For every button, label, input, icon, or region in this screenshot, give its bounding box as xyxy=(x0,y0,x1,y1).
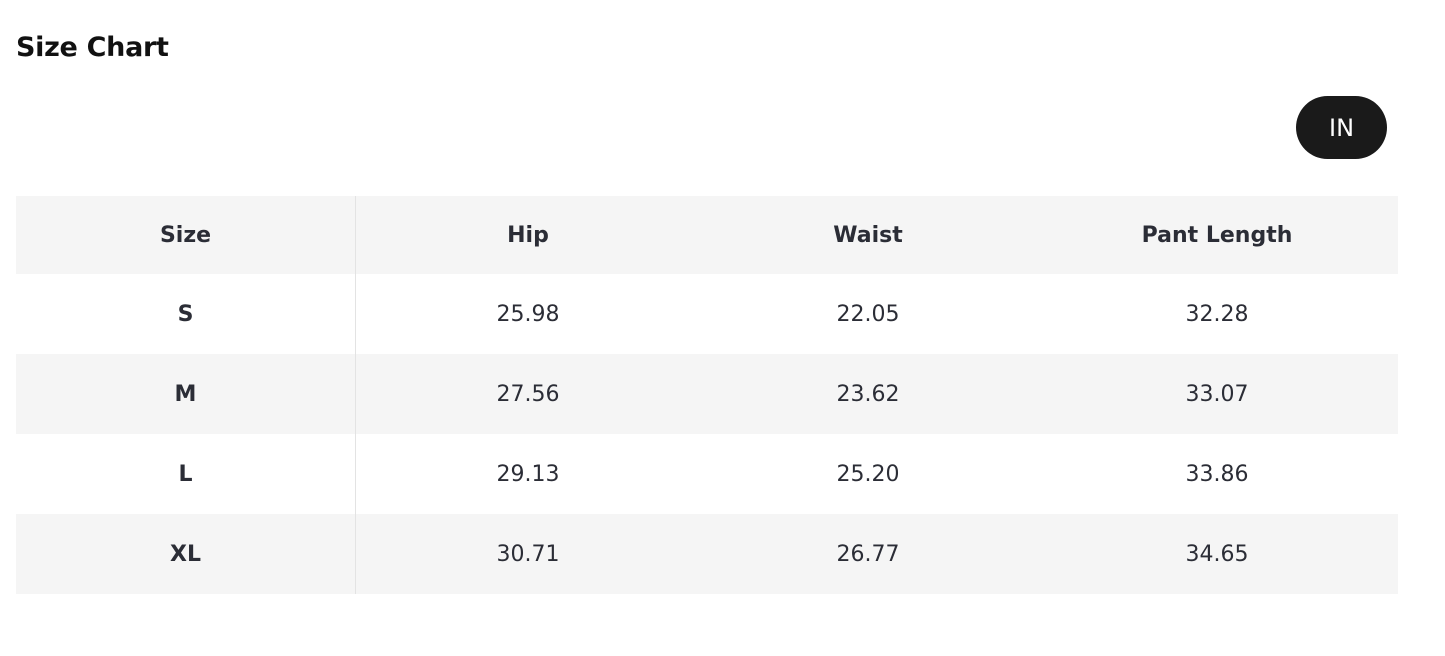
cell-pant-length: 34.65 xyxy=(1185,541,1249,567)
cell-waist: 25.20 xyxy=(836,461,900,487)
cell-waist: 26.77 xyxy=(836,541,900,567)
cell-hip: 30.71 xyxy=(496,541,560,567)
table-row: XL 30.71 26.77 34.65 xyxy=(16,514,1398,594)
header-hip: Hip xyxy=(507,222,549,248)
cell-size: L xyxy=(16,434,356,514)
header-size: Size xyxy=(16,196,356,274)
unit-toggle-button[interactable]: IN xyxy=(1296,96,1387,159)
cell-hip: 25.98 xyxy=(496,301,560,327)
cell-hip: 29.13 xyxy=(496,461,560,487)
cell-pant-length: 33.07 xyxy=(1185,381,1249,407)
cell-waist: 23.62 xyxy=(836,381,900,407)
header-waist: Waist xyxy=(833,222,903,248)
cell-size: XL xyxy=(16,514,356,594)
cell-pant-length: 33.86 xyxy=(1185,461,1249,487)
table-row: S 25.98 22.05 32.28 xyxy=(16,274,1398,354)
header-pant-length: Pant Length xyxy=(1141,222,1293,248)
cell-size: M xyxy=(16,354,356,434)
cell-hip: 27.56 xyxy=(496,381,560,407)
table-row: M 27.56 23.62 33.07 xyxy=(16,354,1398,434)
table-row: L 29.13 25.20 33.86 xyxy=(16,434,1398,514)
cell-pant-length: 32.28 xyxy=(1185,301,1249,327)
cell-size: S xyxy=(16,274,356,354)
page-title: Size Chart xyxy=(16,32,169,63)
size-chart-table: Size Hip Waist Pant Length S 25.98 22.05… xyxy=(16,196,1398,594)
cell-waist: 22.05 xyxy=(836,301,900,327)
table-header-row: Size Hip Waist Pant Length xyxy=(16,196,1398,274)
